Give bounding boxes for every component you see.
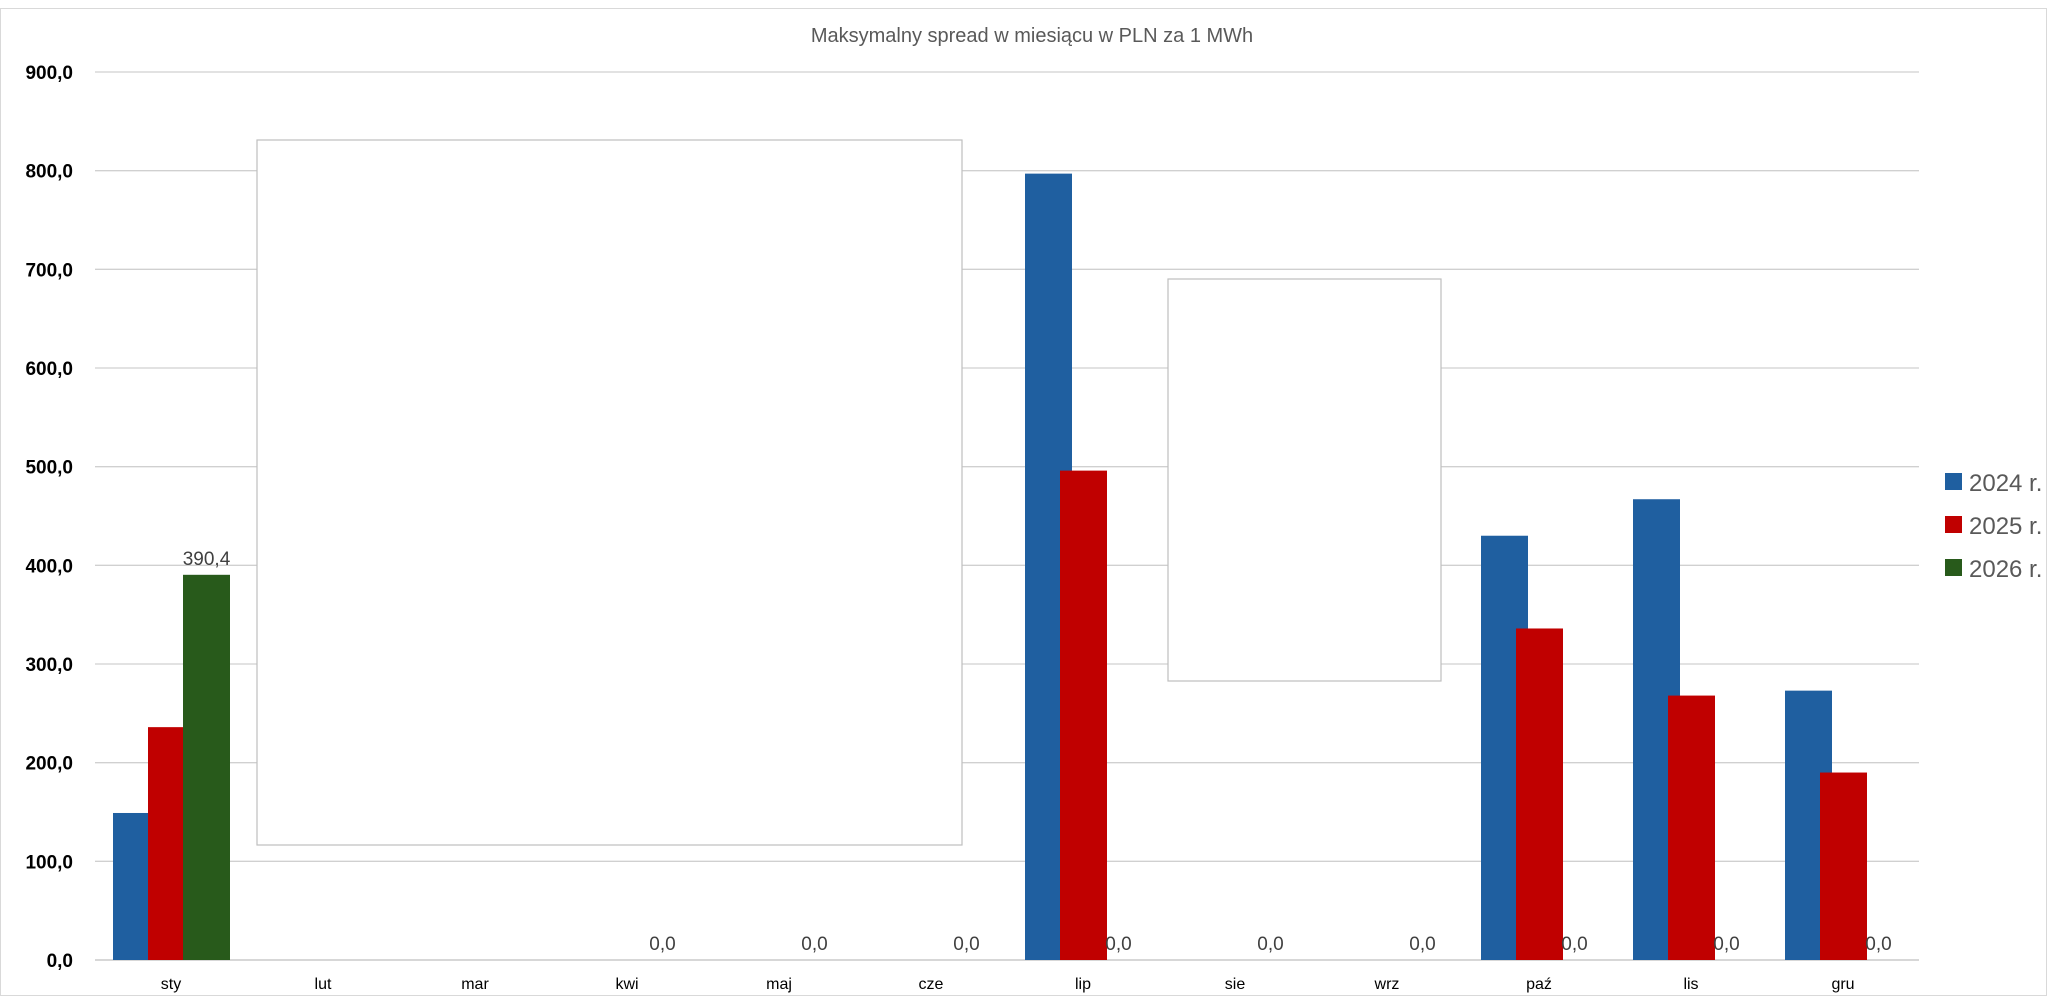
legend-label: 2024 r.	[1969, 470, 2042, 497]
data-label: 0,0	[1561, 934, 1587, 955]
bar-2025-lis	[1668, 695, 1715, 960]
x-tick-label: gru	[1831, 976, 1854, 993]
x-tick-label: lis	[1683, 976, 1698, 993]
x-tick-label: cze	[919, 976, 944, 993]
x-tick-label: sie	[1225, 976, 1246, 993]
data-labels: 390,4 0,0 0,0 0,0 0,0 0,0 0,0 0,0 0,0 0,0	[183, 549, 1892, 955]
y-tick-label: 900,0	[25, 63, 73, 84]
bar-2025-paź	[1516, 628, 1563, 960]
y-tick-label: 0,0	[47, 951, 73, 972]
y-tick-label: 400,0	[25, 556, 73, 577]
y-tick-label: 200,0	[25, 754, 73, 775]
legend-swatch	[1945, 516, 1962, 533]
y-tick-label: 800,0	[25, 162, 73, 183]
data-label: 0,0	[1257, 934, 1283, 955]
data-label: 0,0	[1865, 934, 1891, 955]
legend-swatch	[1945, 473, 1962, 490]
y-tick-label: 500,0	[25, 458, 73, 479]
x-tick-label: mar	[461, 976, 489, 993]
y-tick-label: 300,0	[25, 655, 73, 676]
y-tick-label: 700,0	[25, 260, 73, 281]
legend-swatch	[1945, 559, 1962, 576]
bar-2026-sty	[183, 574, 230, 960]
x-tick-label: lut	[315, 976, 332, 993]
y-tick-label: 100,0	[25, 852, 73, 873]
legend: 2024 r. 2025 r. 2026 r.	[1945, 470, 2042, 583]
legend-label: 2025 r.	[1969, 513, 2042, 540]
x-tick-label: wrz	[1374, 976, 1400, 993]
y-tick-label: 600,0	[25, 359, 73, 380]
overlay-box-small	[1167, 278, 1442, 682]
bar-2025-lip	[1060, 470, 1107, 960]
data-label: 0,0	[1409, 934, 1435, 955]
overlay-box-large	[256, 139, 963, 846]
x-axis-ticks: sty lut mar kwi maj cze lip sie wrz paź lis gru	[161, 976, 1855, 993]
x-tick-label: sty	[161, 976, 181, 993]
data-label: 390,4	[183, 549, 231, 570]
bar-2025-gru	[1820, 772, 1867, 960]
bars	[113, 173, 1867, 961]
data-label: 0,0	[1105, 934, 1131, 955]
data-label: 0,0	[953, 934, 979, 955]
data-label: 0,0	[1713, 934, 1739, 955]
chart-title: Maksymalny spread w miesiącu w PLN za 1 …	[811, 25, 1253, 47]
data-label: 0,0	[649, 934, 675, 955]
data-label: 0,0	[801, 934, 827, 955]
x-tick-label: paź	[1526, 976, 1552, 993]
y-axis-ticks: 0,0 100,0 200,0 300,0 400,0 500,0 600,0 700,0 80…	[25, 63, 73, 972]
legend-label: 2026 r.	[1969, 556, 2042, 583]
x-tick-label: lip	[1075, 976, 1091, 993]
x-tick-label: maj	[766, 976, 792, 993]
x-tick-label: kwi	[615, 976, 638, 993]
